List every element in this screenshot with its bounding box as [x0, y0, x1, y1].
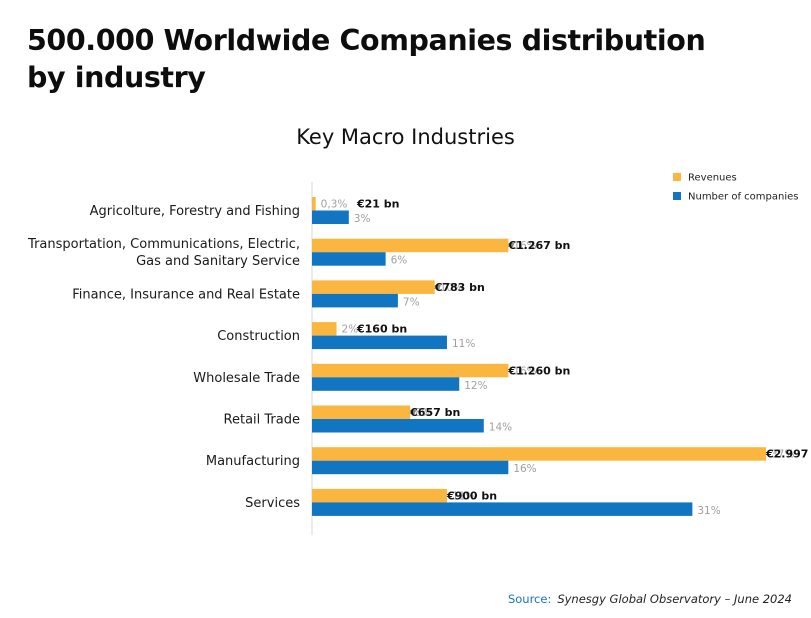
revenue-amount-label: €1.260 bn	[507, 364, 570, 377]
companies-bar	[312, 210, 349, 224]
category-label: Finance, Insurance and Real Estate	[72, 287, 300, 302]
revenue-amount-label: €160 bn	[356, 323, 407, 336]
revenue-bar	[312, 447, 766, 461]
revenue-pct-label: 0,3%	[321, 199, 348, 211]
category-label: Services	[245, 496, 300, 511]
revenue-pct-label: 10%	[440, 282, 463, 294]
page-title-line: by industry	[27, 61, 206, 94]
revenue-amount-label: €900 bn	[446, 489, 497, 502]
companies-bar	[312, 419, 484, 433]
revenue-pct-label: 8%	[415, 407, 432, 419]
revenue-bar	[312, 363, 509, 378]
companies-pct-label: 16%	[513, 463, 536, 475]
revenue-amount-label: €21 bn	[356, 198, 400, 211]
source-label: Source:	[507, 592, 552, 606]
chart-title: Key Macro Industries	[296, 125, 515, 149]
legend-swatch	[673, 173, 681, 181]
revenue-pct-label: 11%	[452, 490, 475, 502]
category-label: Manufacturing	[206, 454, 300, 469]
source-note: Source: Synesgy Global Observatory – June…	[508, 592, 792, 606]
category-label: Transportation, Communications, Electric…	[27, 237, 300, 269]
category-label: Agricolture, Forestry and Fishing	[90, 204, 300, 219]
legend-swatch	[673, 192, 681, 200]
revenue-pct-label: 37%	[771, 449, 794, 461]
revenue-amount-label: €1.267 bn	[507, 239, 570, 252]
companies-bar	[312, 377, 460, 391]
companies-bar	[312, 335, 447, 350]
revenue-bar	[312, 238, 509, 253]
category-label: Retail Trade	[224, 413, 300, 428]
category-label: Construction	[217, 329, 300, 344]
companies-pct-label: 31%	[697, 505, 720, 517]
revenue-amount-label: €657 bn	[409, 406, 460, 419]
companies-pct-label: 6%	[391, 255, 408, 267]
revenue-bar	[312, 488, 447, 503]
companies-bar	[312, 460, 509, 475]
revenue-bar	[312, 405, 411, 419]
revenue-pct-label: 16%	[513, 365, 536, 377]
revenue-bar	[312, 322, 337, 336]
companies-pct-label: 14%	[489, 422, 512, 434]
revenue-pct-label: 16%	[513, 240, 536, 252]
category-label: Wholesale Trade	[193, 371, 300, 386]
companies-pct-label: 3%	[354, 213, 371, 225]
revenue-bar	[312, 197, 316, 211]
legend-entry: Revenues	[688, 173, 737, 184]
companies-bar	[312, 252, 386, 266]
legend-entry: Number of companies	[688, 192, 798, 203]
page-title-line: 500.000 Worldwide Companies distribution	[27, 24, 706, 57]
revenue-amount-label: €2.997 bn	[765, 448, 811, 461]
revenue-amount-label: €783 bn	[434, 281, 485, 294]
companies-bar	[312, 293, 398, 308]
revenue-bar	[312, 280, 435, 294]
page-title: 500.000 Worldwide Companies distribution…	[27, 22, 767, 96]
source-text: Synesgy Global Observatory – June 2024	[557, 592, 792, 606]
companies-pct-label: 7%	[403, 296, 420, 308]
companies-bar	[312, 502, 693, 516]
revenue-pct-label: 2%	[342, 324, 359, 336]
companies-pct-label: 12%	[464, 380, 487, 392]
companies-pct-label: 11%	[452, 338, 475, 350]
